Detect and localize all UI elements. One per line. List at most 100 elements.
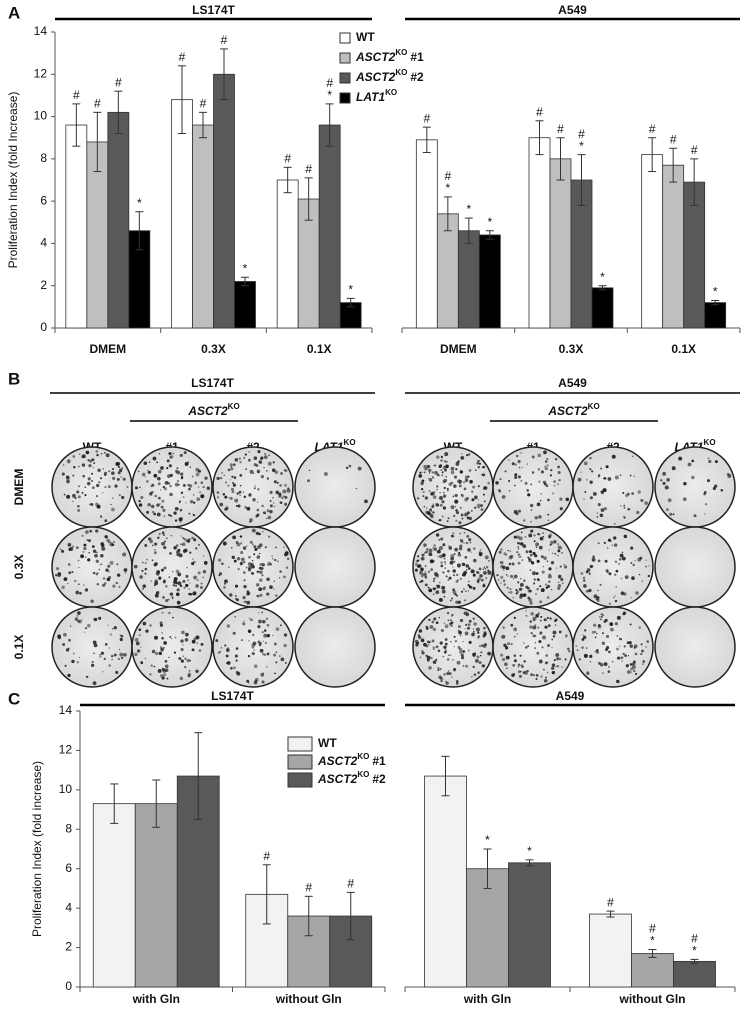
colony: [80, 554, 84, 559]
colony: [156, 512, 161, 517]
error-bar: [135, 211, 144, 251]
colony: [67, 673, 71, 677]
colony: [693, 514, 697, 518]
colony: [168, 513, 171, 517]
colony: [425, 654, 428, 657]
colony: [94, 553, 98, 558]
colony: [68, 647, 70, 650]
colony: [514, 484, 516, 487]
colony: [166, 677, 169, 680]
colony: [582, 634, 584, 636]
colony: [202, 555, 205, 557]
colony: [219, 477, 223, 480]
colony: [518, 587, 523, 591]
colony: [503, 643, 507, 648]
colony: [154, 494, 157, 498]
colony: [101, 652, 103, 654]
label-main: WT: [318, 736, 337, 750]
colony: [540, 588, 545, 593]
colony: [541, 570, 545, 574]
colony: [65, 476, 70, 481]
colony: [243, 560, 246, 564]
colony: [188, 592, 192, 596]
colony: [222, 493, 226, 496]
colony: [436, 488, 438, 491]
colony: [323, 471, 328, 476]
colony: [195, 467, 200, 472]
bar: [234, 281, 256, 329]
colony: [107, 564, 111, 568]
significance-mark: #: [649, 922, 656, 936]
bar: [107, 111, 130, 329]
colony: [151, 483, 155, 487]
colony: [308, 469, 311, 472]
colony: [196, 579, 199, 582]
colony: [594, 636, 597, 639]
colony: [580, 571, 584, 575]
colony: [449, 599, 452, 602]
colony: [191, 537, 193, 539]
colony: [460, 493, 463, 496]
colony: [517, 553, 521, 557]
y-tick-label: 6: [40, 193, 47, 207]
colony: [518, 460, 520, 463]
colony: [557, 545, 562, 550]
colony: [440, 459, 443, 462]
colony: [109, 560, 114, 565]
colony: [69, 625, 72, 627]
colony: [476, 503, 481, 508]
colony: [455, 509, 458, 512]
label-sup: KO: [385, 88, 397, 97]
colony: [181, 542, 186, 547]
colony: [616, 656, 621, 660]
colony: [439, 503, 443, 507]
colony: [266, 577, 270, 582]
colony: [576, 649, 579, 651]
colony: [536, 578, 540, 581]
colony: [257, 594, 260, 598]
colony: [420, 567, 424, 572]
colony: [234, 654, 238, 658]
colony: [521, 467, 524, 469]
colony: [480, 504, 484, 508]
colony: [144, 476, 146, 478]
colony: [480, 508, 484, 511]
colony: [444, 468, 448, 472]
colony: [546, 560, 549, 562]
colony: [465, 623, 468, 626]
colony: [671, 466, 676, 471]
colony: [73, 497, 75, 499]
colony: [527, 493, 531, 497]
colony: [517, 670, 521, 674]
colony: [443, 645, 447, 649]
colony: [445, 476, 447, 478]
y-tick-label: 0: [40, 320, 47, 334]
colony: [234, 458, 239, 462]
colony: [589, 468, 592, 471]
label-main: ASCT2: [355, 70, 396, 84]
colony: [470, 569, 475, 574]
colony: [246, 545, 248, 547]
colony: [510, 574, 514, 578]
colony: [544, 460, 548, 463]
colony: [425, 550, 428, 554]
colony: [538, 515, 542, 519]
colony: [240, 639, 243, 642]
panel-letter: B: [8, 369, 20, 388]
colony: [445, 460, 448, 464]
colony: [146, 480, 149, 483]
colony: [424, 496, 428, 500]
y-axis-label: Proliferation Index (fold Increase): [6, 92, 20, 269]
colony: [633, 644, 638, 648]
error-bar: [669, 147, 678, 183]
colony: [444, 567, 447, 570]
colony: [224, 481, 228, 484]
colony: [507, 642, 511, 646]
bar: [704, 302, 727, 329]
colony: [248, 654, 250, 657]
error-bar: [441, 755, 450, 797]
bar: [589, 913, 632, 988]
colony: [283, 644, 287, 648]
colony: [442, 494, 447, 498]
colony: [448, 672, 452, 676]
